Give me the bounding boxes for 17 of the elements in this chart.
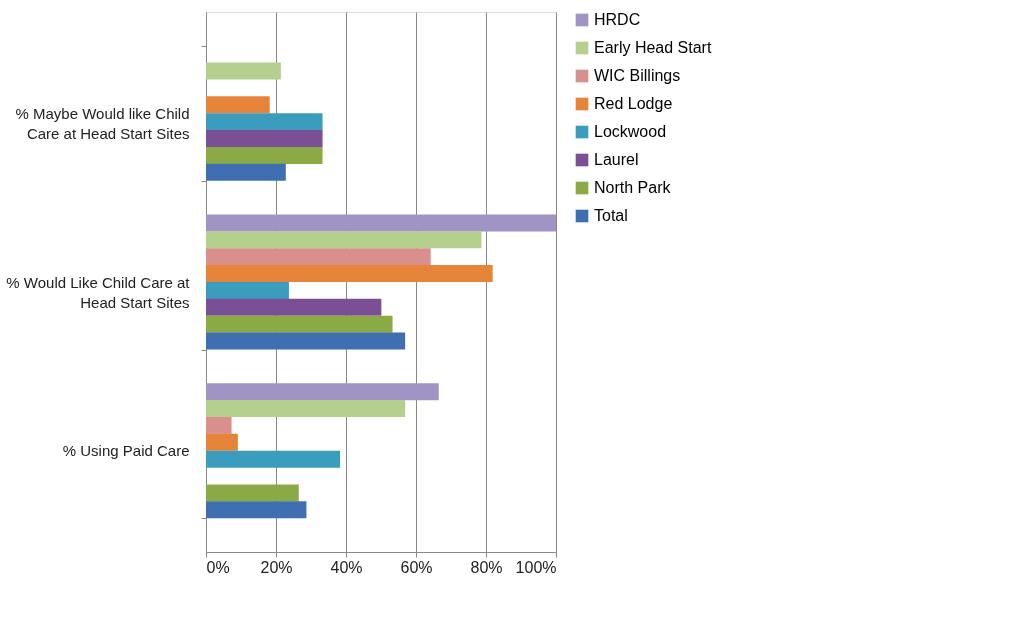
x-tick-label: 100% xyxy=(515,558,557,576)
legend-label: Total xyxy=(594,207,628,224)
x-tick-label: 40% xyxy=(330,558,363,576)
legend-label: Early Head Start xyxy=(594,39,712,56)
legend-label: WIC Billings xyxy=(594,67,681,84)
x-tick-label: 20% xyxy=(260,558,293,576)
legend-label: HRDC xyxy=(594,11,641,28)
legend-label: Red Lodge xyxy=(594,95,673,112)
x-tick-label: 80% xyxy=(470,558,503,576)
y-tick-label: % Would Like Child Care at Head Start Sites xyxy=(6,273,191,311)
y-tick-label: % Maybe Would like Child Care at Head Start Sites xyxy=(15,104,190,142)
legend-label: North Park xyxy=(594,179,672,196)
y-tick-label: % Using Paid Care xyxy=(62,442,190,460)
legend-label: Laurel xyxy=(594,151,639,168)
x-tick-label: 60% xyxy=(400,558,433,576)
legend-label: Lockwood xyxy=(594,123,667,140)
x-tick-label: 0% xyxy=(206,558,230,576)
